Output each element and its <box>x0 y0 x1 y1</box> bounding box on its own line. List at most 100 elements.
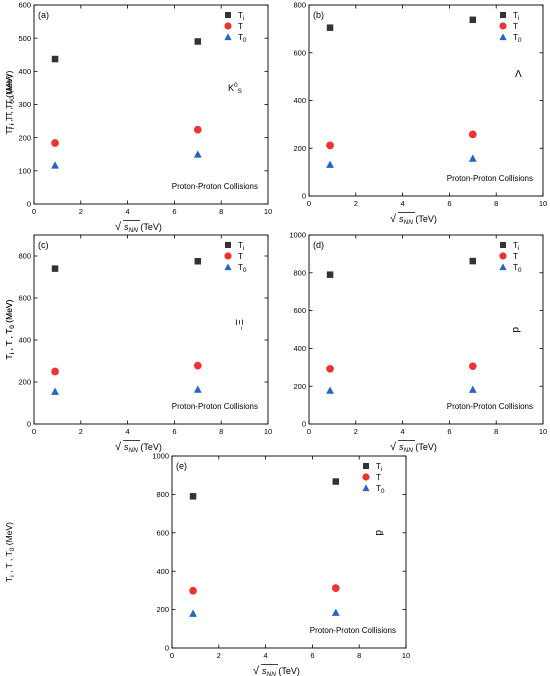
x-tick-label: 10 <box>539 427 547 436</box>
x-tick-label: 2 <box>354 427 358 436</box>
data-point-t <box>189 586 197 595</box>
x-tick-label: 6 <box>447 427 451 436</box>
y-tick-label: 500 <box>18 34 31 43</box>
data-point-t0 <box>468 385 477 393</box>
y-tick-label: 0 <box>302 420 306 429</box>
legend-marker-ti <box>500 242 506 248</box>
data-point-ti <box>189 493 197 500</box>
legend-marker-t0 <box>224 33 232 41</box>
collision-annotation: Proton-Proton Collisions <box>172 402 258 411</box>
legend-label-t: T <box>238 252 243 261</box>
y-tick-label: 600 <box>18 294 31 303</box>
data-point-t <box>331 584 340 592</box>
data-point-t <box>193 125 202 134</box>
x-axis-label: sNN (TeV) <box>124 442 162 454</box>
y-tick-label: 600 <box>293 48 306 57</box>
data-point-t0 <box>326 386 334 394</box>
y-tick-label: 200 <box>156 605 169 614</box>
x-tick-label: 0 <box>170 651 174 660</box>
legend-label-t0: T0 <box>513 263 522 274</box>
x-tick-label: 4 <box>401 427 405 436</box>
x-tick-label: 8 <box>219 207 223 216</box>
y-tick-label: 600 <box>18 1 31 10</box>
data-point-ti <box>51 265 59 272</box>
data-point-t0 <box>51 161 59 169</box>
legend-label-ti: Ti <box>238 11 244 22</box>
data-point-t <box>193 361 202 370</box>
data-point-ti <box>51 55 59 63</box>
data-point-t <box>468 362 477 371</box>
data-point-ti <box>332 478 340 485</box>
x-tick-label: 0 <box>32 207 36 216</box>
y-tick-label: 400 <box>293 344 306 353</box>
x-tick-label: 8 <box>357 651 361 660</box>
plot-frame <box>33 4 269 205</box>
x-tick-label: 2 <box>79 207 83 216</box>
legend-label-ti: Ti <box>513 11 519 22</box>
x-tick-label: 6 <box>172 427 176 436</box>
y-tick-label: 600 <box>156 528 169 537</box>
y-tick-label: 1000 <box>152 452 169 461</box>
legend-marker-t <box>499 252 507 260</box>
particle-label: Ξ⁻ <box>233 319 244 331</box>
data-point-ti <box>194 258 202 265</box>
panel-label: (a) <box>38 10 49 20</box>
y-tick-label: 200 <box>293 382 306 391</box>
x-tick-label: 2 <box>217 651 221 660</box>
legend-marker-t <box>224 252 232 260</box>
y-axis-label: Ti , T , T0 (MeV) <box>4 299 16 359</box>
data-point-ti <box>326 24 334 31</box>
y-tick-label: 800 <box>18 252 31 261</box>
x-tick-label: 8 <box>494 199 498 208</box>
legend-label-t: T <box>376 473 381 482</box>
legend-label-t0: T0 <box>376 484 385 495</box>
y-tick-label: 400 <box>293 96 306 105</box>
legend-marker-t <box>499 22 507 30</box>
particle-label: d̄ <box>373 530 384 536</box>
collision-annotation: Proton-Proton Collisions <box>447 402 533 411</box>
plot-frame <box>308 234 544 425</box>
legend-label-ti: Ti <box>238 241 244 252</box>
data-point-ti <box>326 271 334 278</box>
y-tick-label: 600 <box>293 306 306 315</box>
panel-e: 0 2 4 6 8 10 0 200 400 600 800 1000 √ sNN (TeV) Ti , T… <box>4 452 410 676</box>
particle-label: d <box>510 327 521 333</box>
x-axis-label: sNN (TeV) <box>124 222 162 234</box>
x-tick-label: 0 <box>307 427 311 436</box>
y-tick-label: 400 <box>18 336 31 345</box>
data-point-ti <box>469 16 477 24</box>
panel-label: (b) <box>313 10 324 20</box>
panel-c: 0 2 4 6 8 10 0 200 400 600 800 √ sNN (TeV) Ti , T , T… <box>4 234 272 454</box>
legend-marker-t0 <box>362 484 370 492</box>
y-tick-label: 400 <box>18 67 31 76</box>
y-tick-label: 0 <box>165 644 169 653</box>
data-point-t0 <box>193 150 202 158</box>
plot-frame <box>308 4 544 197</box>
x-axis-label: sNN (TeV) <box>399 214 437 226</box>
plot-frame <box>171 455 407 649</box>
x-tick-label: 8 <box>494 427 498 436</box>
y-tick-label: 800 <box>293 268 306 277</box>
x-axis-label-radical: √ <box>390 441 397 453</box>
x-tick-label: 10 <box>402 651 410 660</box>
legend-marker-ti <box>225 12 231 18</box>
x-tick-label: 10 <box>539 199 547 208</box>
legend-label-t0: T0 <box>238 33 247 44</box>
data-point-t <box>468 130 477 139</box>
legend-label-t: T <box>238 22 243 31</box>
legend-marker-t0 <box>499 263 507 271</box>
legend-marker-t0 <box>499 33 507 41</box>
legend-label-t: T <box>513 252 518 261</box>
y-axis-label: Ti , T , T0 (MeV) <box>4 74 16 134</box>
legend-label-t: T <box>513 22 518 31</box>
y-tick-label: 800 <box>293 1 306 10</box>
collision-annotation: Proton-Proton Collisions <box>310 626 396 635</box>
legend-marker-ti <box>500 12 506 18</box>
y-tick-label: 200 <box>18 378 31 387</box>
y-tick-label: 200 <box>293 144 306 153</box>
x-tick-label: 10 <box>264 427 272 436</box>
data-point-t0 <box>51 387 59 395</box>
